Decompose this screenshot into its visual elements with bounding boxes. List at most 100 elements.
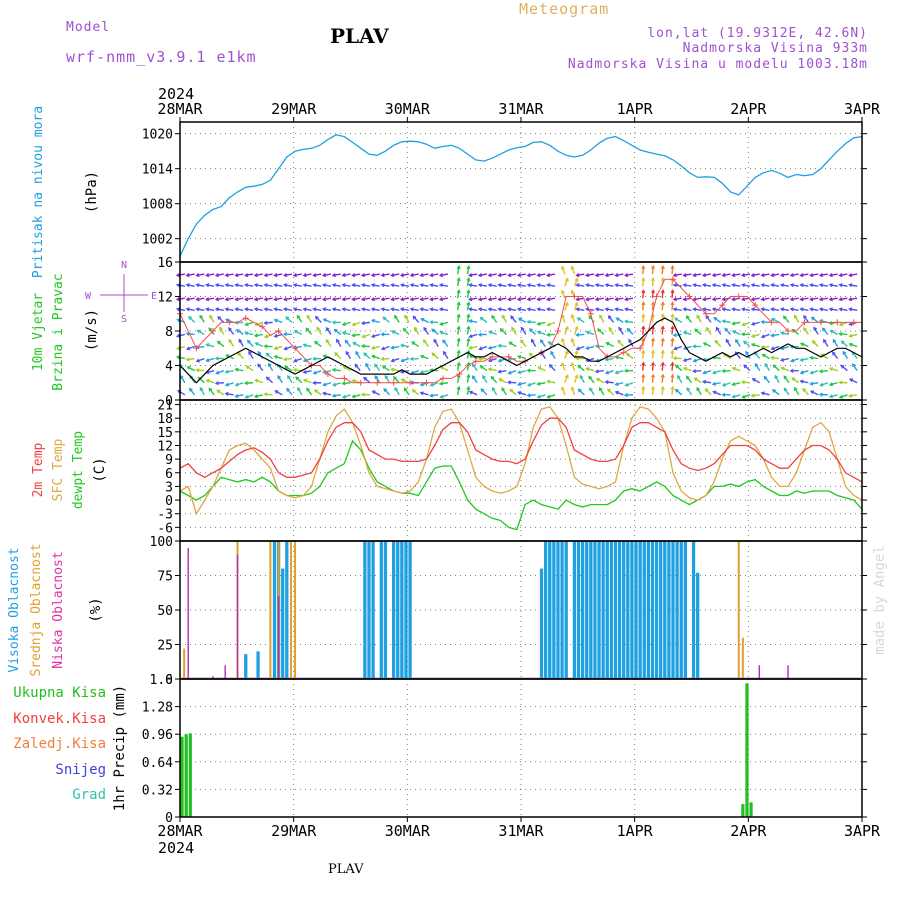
wind-arrow-head <box>696 314 701 319</box>
y-tick-label: 15 <box>157 426 173 441</box>
wind-arrow <box>323 318 332 324</box>
wind-arrow <box>661 314 664 323</box>
wind-arrow-head <box>287 374 291 379</box>
wind-arrow-head <box>731 307 736 312</box>
wind-arrow <box>732 284 741 287</box>
wind-arrow <box>488 273 497 277</box>
wind-arrow <box>527 308 536 311</box>
wind-arrow-head <box>390 283 395 288</box>
wind-arrow-head <box>285 316 290 321</box>
wind-arrow <box>683 297 692 301</box>
wind-arrow-head <box>331 283 336 288</box>
wind-arrow <box>521 327 527 335</box>
wind-arrow <box>732 382 741 386</box>
wind-arrow-head <box>487 297 492 302</box>
wind-arrow-head <box>283 273 288 278</box>
wind-arrow <box>206 357 215 362</box>
wind-arrow-head <box>624 273 629 278</box>
wind-arrow-head <box>497 369 502 374</box>
wind-arrow <box>488 308 497 311</box>
wind-arrow-head <box>721 307 726 312</box>
wind-arrow <box>573 326 578 335</box>
wind-arrow-head <box>244 307 249 312</box>
wind-arrow-head <box>497 307 502 312</box>
wind-arrow <box>527 320 536 324</box>
wind-arrow <box>589 387 595 396</box>
wind-arrow <box>323 392 332 396</box>
wind-arrow-head <box>641 313 646 318</box>
wind-arrow <box>236 329 244 336</box>
wind-arrow <box>374 363 381 372</box>
wind-arrow-head <box>724 327 729 332</box>
wind-arrow-head <box>574 301 579 306</box>
wind-arrow <box>819 284 829 287</box>
wind-arrow-head <box>365 362 369 367</box>
wind-arrow-head <box>273 283 278 288</box>
y-tick-label: 75 <box>157 570 173 585</box>
wind-arrow-head <box>498 378 503 382</box>
wind-arrow <box>176 297 185 301</box>
wind-arrow-head <box>789 273 794 278</box>
wind-arrow <box>651 266 654 275</box>
wind-arrow-head <box>823 338 827 343</box>
wind-arrow-head <box>651 385 656 390</box>
wind-arrow-head <box>466 301 471 306</box>
wind-arrow <box>790 297 799 301</box>
wind-arrow-head <box>412 315 417 320</box>
wind-arrow <box>549 364 556 372</box>
wind-arrow-head <box>468 390 473 395</box>
wind-arrow <box>420 369 429 374</box>
wind-arrow-head <box>456 277 461 282</box>
niska-bar <box>787 665 789 679</box>
visoka-bar <box>638 541 642 679</box>
wind-arrow-head <box>682 283 687 288</box>
wind-arrow <box>508 341 517 348</box>
wind-arrow <box>661 362 664 371</box>
wind-arrow <box>605 273 614 277</box>
wind-arrow <box>671 338 674 347</box>
wind-arrow <box>480 388 488 396</box>
wind-arrow <box>849 394 858 397</box>
wind-arrow-head <box>312 297 317 302</box>
wind-arrow <box>839 297 848 301</box>
wind-arrow-head <box>589 386 593 392</box>
wind-arrow <box>508 284 517 287</box>
visoka-bar <box>564 541 568 679</box>
wind-arrow <box>661 374 664 383</box>
wind-arrow <box>537 331 546 336</box>
wind-arrow-head <box>234 283 239 288</box>
wind-arrow-head <box>497 297 502 302</box>
wind-arrow <box>673 308 682 311</box>
wind-arrow-head <box>705 326 710 331</box>
wind-arrow <box>225 382 234 386</box>
wind-arrow-head <box>380 307 385 312</box>
wind-arrow <box>783 387 790 396</box>
wind-arrow <box>439 284 449 287</box>
wind-arrow <box>642 386 645 395</box>
wind-arrow-head <box>245 365 250 370</box>
wind-arrow <box>365 363 371 372</box>
wind-arrow-head <box>721 283 726 288</box>
wind-arrow <box>763 376 770 384</box>
wind-arrow-head <box>604 380 609 385</box>
wind-arrow-head <box>608 326 613 331</box>
wind-arrow-head <box>670 325 675 330</box>
wind-arrow <box>518 391 527 396</box>
wind-arrow-head <box>355 350 359 355</box>
wind-arrow <box>274 355 283 360</box>
wind-arrow-head <box>783 387 788 392</box>
wind-arrow-head <box>838 380 843 385</box>
wind-arrow <box>761 392 770 396</box>
wind-arrow <box>671 374 674 383</box>
wind-arrow-head <box>468 345 473 350</box>
wind-arrow-head <box>487 283 492 288</box>
wind-arrow-head <box>196 329 201 334</box>
wind-arrow <box>313 308 322 311</box>
visoka-bar <box>663 541 667 679</box>
visoka-bar <box>589 541 593 679</box>
wind-arrow-head <box>838 307 843 312</box>
wind-arrow-head <box>828 367 834 372</box>
precip-legend-item: Grad <box>72 787 106 803</box>
wind-arrow-head <box>238 338 243 343</box>
wind-arrow <box>625 320 634 324</box>
